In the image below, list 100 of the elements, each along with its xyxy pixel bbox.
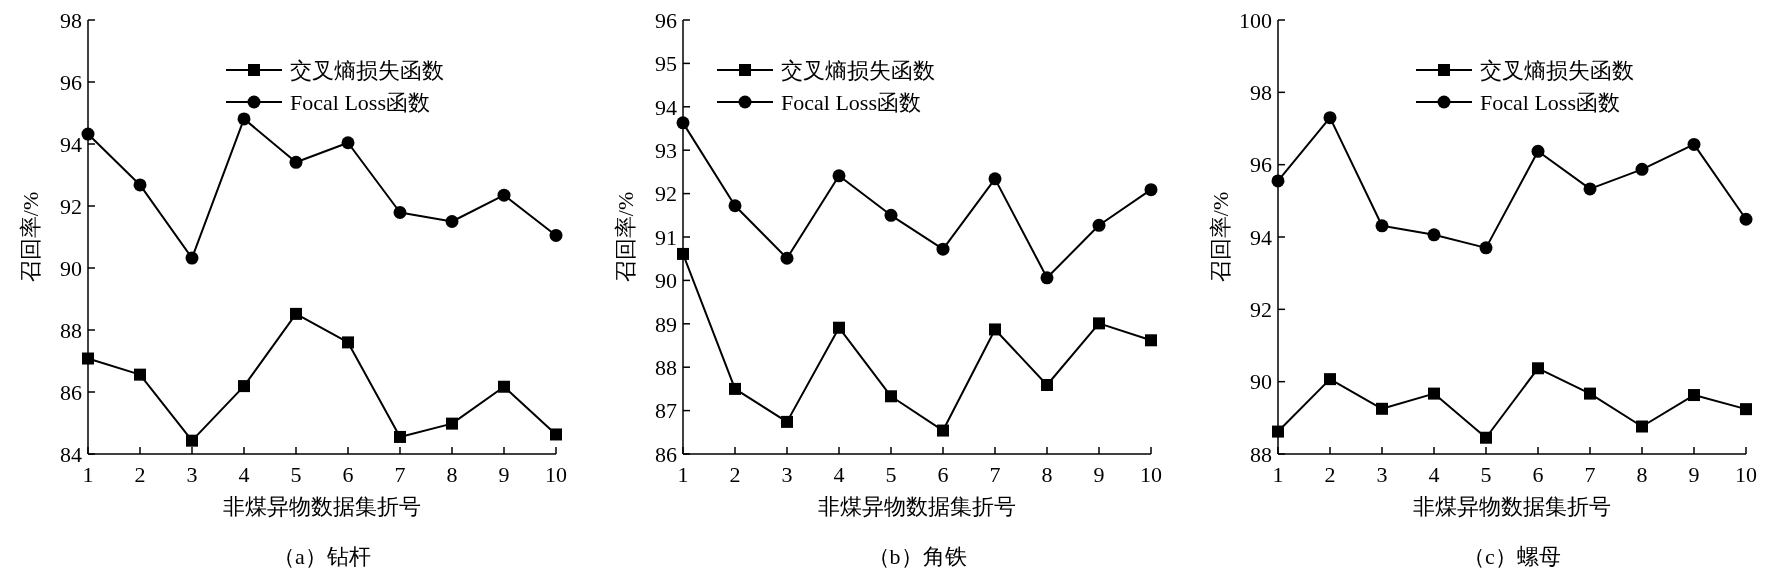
y-tick-label: 94 (655, 94, 677, 120)
point (497, 188, 511, 202)
point (729, 382, 741, 395)
point (1040, 271, 1054, 285)
x-axis-title: 非煤异物数据集折号 (1413, 494, 1611, 519)
x-tick-label: 7 (1584, 462, 1596, 487)
point (550, 428, 562, 441)
y-tick-label: 88 (655, 354, 677, 380)
point (186, 434, 198, 447)
point (1740, 403, 1752, 416)
point (676, 116, 690, 130)
x-tick-label: 1 (677, 462, 689, 487)
x-tick-label: 2 (134, 462, 146, 487)
point (1584, 387, 1596, 400)
x-tick-label: 10 (545, 462, 567, 487)
y-tick-label: 87 (655, 398, 677, 424)
y-tick-label: 94 (60, 131, 82, 157)
legend-label: 交叉熵损失函数 (781, 57, 935, 83)
y-tick-label: 96 (1250, 152, 1272, 178)
point (393, 206, 407, 220)
x-tick-label: 8 (1636, 462, 1648, 487)
text: （a）钻杆 (273, 544, 371, 568)
point (342, 336, 354, 349)
y-tick-label: 93 (655, 137, 677, 163)
x-tick-label: 5 (885, 462, 897, 487)
legend-label: Focal Loss函数 (781, 89, 921, 115)
point (1271, 174, 1285, 188)
y-tick-label: 90 (60, 255, 82, 281)
x-tick-label: 2 (1324, 462, 1336, 487)
y-axis-title: 召回率/% (1208, 191, 1233, 283)
point (1531, 144, 1545, 158)
y-tick-label: 86 (655, 441, 677, 467)
point (677, 247, 689, 260)
point (289, 155, 303, 169)
y-tick-label: 88 (1250, 441, 1272, 467)
point (1324, 373, 1336, 386)
y-tick-label: 92 (655, 181, 677, 207)
point (237, 112, 251, 126)
y-tick-label: 98 (1250, 80, 1272, 106)
y-axis-title: 召回率/% (18, 191, 43, 283)
x-tick-label: 8 (446, 462, 458, 487)
x-tick-label: 5 (290, 462, 302, 487)
point (1480, 431, 1492, 444)
point (781, 415, 793, 428)
point (1532, 362, 1544, 375)
point (885, 390, 897, 403)
legend-label: Focal Loss函数 (290, 89, 430, 115)
point (728, 199, 742, 213)
x-tick-label: 9 (1093, 462, 1105, 487)
y-tick-label: 88 (60, 317, 82, 343)
x-tick-label: 5 (1480, 462, 1492, 487)
point (1635, 162, 1649, 176)
point (446, 417, 458, 430)
x-tick-label: 10 (1735, 462, 1757, 487)
point (238, 380, 250, 393)
point (290, 307, 302, 320)
x-tick-label: 7 (394, 462, 406, 487)
y-tick-label: 91 (655, 224, 677, 250)
point (780, 251, 794, 265)
point (1092, 218, 1106, 232)
x-tick-label: 8 (1041, 462, 1053, 487)
point (1375, 219, 1389, 233)
x-axis-title: 非煤异物数据集折号 (223, 494, 421, 519)
point (341, 136, 355, 150)
point (989, 323, 1001, 336)
point (833, 321, 845, 334)
legend-label: 交叉熵损失函数 (290, 57, 444, 83)
x-tick-label: 1 (1272, 462, 1284, 487)
point (1428, 387, 1440, 400)
point (1427, 228, 1441, 242)
x-axis-title: 非煤异物数据集折号 (818, 494, 1016, 519)
x-tick-label: 1 (82, 462, 94, 487)
y-tick-label: 94 (1250, 224, 1272, 250)
point (832, 169, 846, 183)
y-tick-label: 95 (655, 51, 677, 77)
y-tick-label: 90 (1250, 369, 1272, 395)
y-tick-label: 92 (1250, 297, 1272, 323)
point (1272, 425, 1284, 438)
y-tick-label: 84 (60, 441, 82, 467)
x-tick-label: 3 (1376, 462, 1388, 487)
point (1687, 137, 1701, 151)
x-tick-label: 9 (1688, 462, 1700, 487)
point (936, 242, 950, 256)
x-tick-label: 2 (729, 462, 741, 487)
point (937, 424, 949, 437)
x-tick-label: 9 (498, 462, 510, 487)
x-tick-label: 4 (833, 462, 845, 487)
point (133, 178, 147, 192)
point (1739, 212, 1753, 226)
legend-label: Focal Loss函数 (1480, 89, 1620, 115)
text: （c）螺母 (1463, 544, 1561, 568)
point (1093, 317, 1105, 330)
point (445, 215, 459, 228)
point (1144, 183, 1158, 197)
y-tick-label: 96 (60, 69, 82, 95)
x-tick-label: 10 (1140, 462, 1162, 487)
point (1376, 402, 1388, 415)
x-tick-label: 6 (937, 462, 949, 487)
y-tick-label: 98 (60, 7, 82, 33)
point (1583, 182, 1597, 196)
